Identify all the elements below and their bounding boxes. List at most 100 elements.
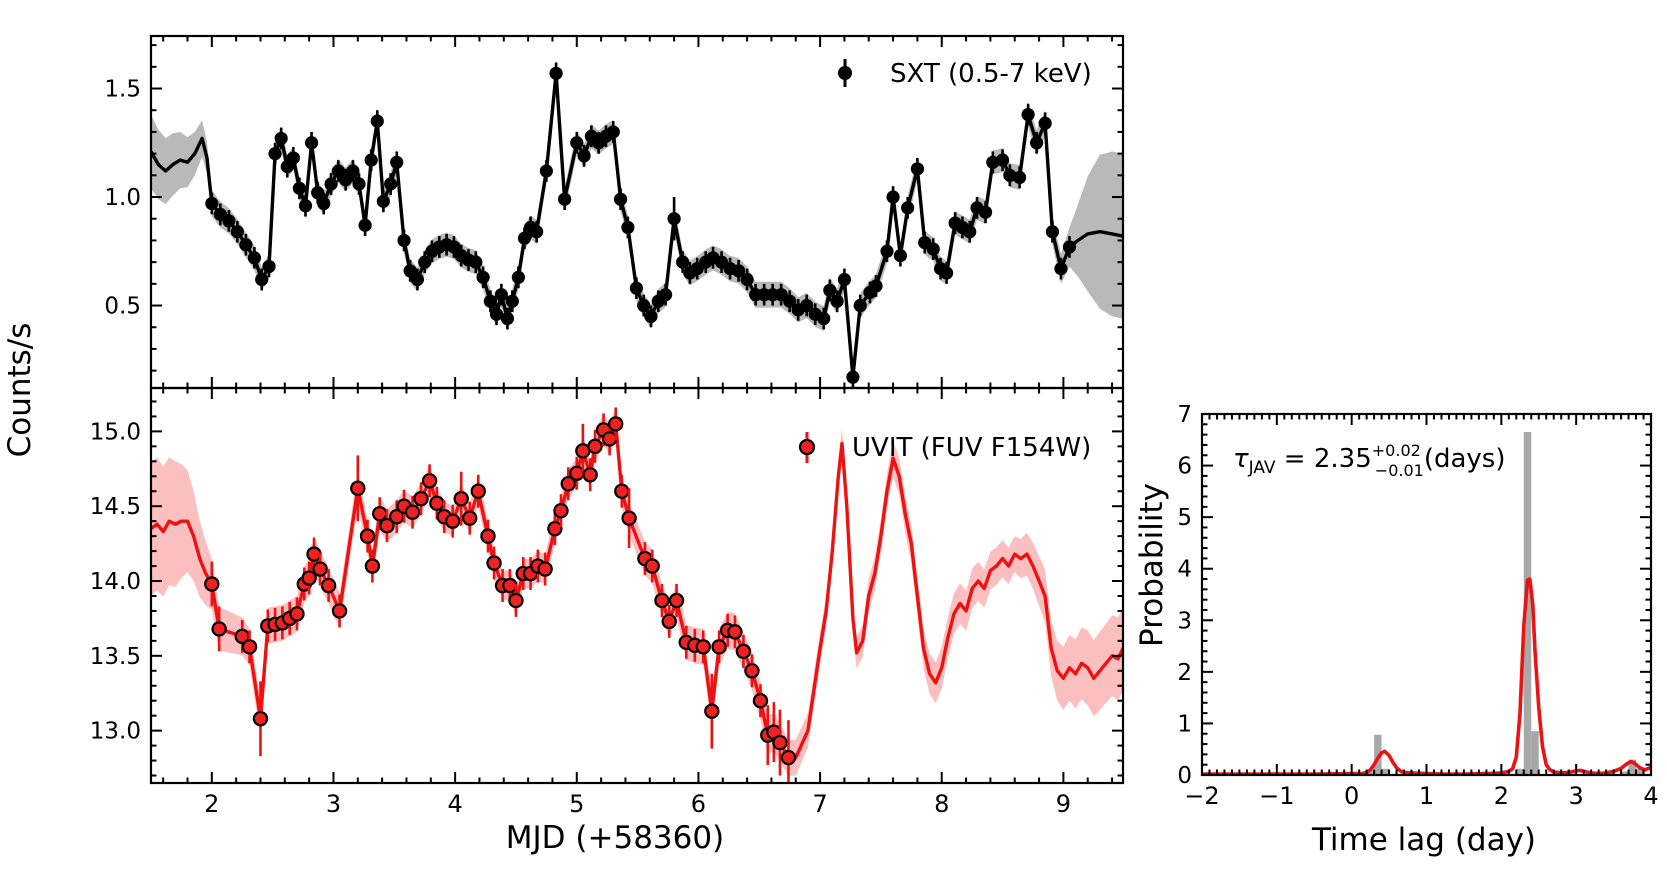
lag-distribution-panel: −2 −1 0 1 2 3 4 0 1 2 3 4 5 6 7	[1177, 402, 1658, 810]
sxt-lightcurve-point	[476, 270, 490, 284]
sxt-lightcurve-point	[286, 151, 300, 165]
sxt-lightcurve-ytick-label: 1.5	[104, 77, 141, 103]
sxt-lightcurve-point	[978, 205, 993, 219]
uvit-lightcurve-point	[601, 431, 618, 447]
lag-distribution-ytick-label: 5	[1177, 505, 1192, 531]
sxt-lightcurve-point	[901, 201, 915, 215]
sxt-lightcurve-ytick-label: 0.5	[104, 294, 141, 320]
uvit-lightcurve-point	[289, 606, 305, 622]
sxt-lightcurve-point	[995, 153, 1010, 167]
uvit-lightcurve-point	[301, 570, 317, 586]
panels: 0.51.01.52 3 4 5 6 7 8 913.013.514.014.515.0−2−…	[90, 34, 1659, 818]
sxt-lightcurve-point	[376, 194, 390, 208]
sxt-lightcurve-point	[606, 125, 620, 139]
sxt-lightcurve-point	[505, 294, 519, 308]
tau-annotation: τJAV = 2.35+0.02 −0.01(days)	[1233, 441, 1505, 480]
uvit-legend-marker-icon	[798, 438, 816, 456]
lag-distribution-hist-bar	[1621, 771, 1629, 775]
sxt-lightcurve-point	[346, 164, 360, 178]
lag-distribution-ytick-label: 6	[1177, 454, 1192, 480]
uvit-lightcurve-point	[379, 517, 395, 534]
uvit-lightcurve-point	[241, 639, 258, 655]
x-axis-label-mjd: MJD (+58360)	[506, 820, 724, 856]
sxt-lightcurve-point	[489, 307, 504, 321]
sxt-lightcurve-point	[397, 233, 411, 248]
sxt-lightcurve-model-line	[151, 71, 1123, 379]
uvit-lightcurve-point	[508, 592, 524, 609]
sxt-lightcurve-point	[676, 255, 690, 269]
sxt-lightcurve-panel: 0.5 1.0 1.5	[104, 34, 1125, 390]
sxt-lightcurve-uncertainty-band	[151, 61, 1123, 388]
sxt-lightcurve-point	[255, 272, 269, 287]
sxt-lightcurve-point	[667, 212, 681, 226]
sxt-lightcurve-point	[1038, 116, 1052, 130]
uvit-lightcurve-point	[429, 495, 445, 511]
tau-subscript: JAV	[1248, 458, 1276, 478]
sxt-lightcurve-point	[384, 177, 398, 191]
sxt-lightcurve-data-layer	[151, 61, 1123, 388]
sxt-lightcurve-point	[644, 309, 658, 323]
lag-distribution-xtick-label: −2	[1184, 782, 1219, 810]
uvit-lightcurve-point	[204, 576, 220, 592]
uvit-lightcurve-point	[359, 528, 376, 544]
sxt-lightcurve-point	[494, 288, 508, 302]
sxt-lightcurve-point	[613, 192, 628, 206]
sxt-lightcurve-point	[658, 288, 673, 302]
uvit-lightcurve-frame	[149, 386, 1125, 785]
uvit-lightcurve-point	[560, 476, 576, 492]
lag-distribution-hist-bar	[1516, 768, 1524, 775]
sxt-lightcurve-point	[317, 196, 331, 211]
sxt-lightcurve-point	[549, 66, 563, 80]
sxt-lightcurve-point	[886, 190, 900, 204]
uvit-lightcurve-xtick-label: 2	[204, 790, 219, 818]
uvit-lightcurve-data-layer	[151, 407, 1123, 783]
lag-distribution-ytick-label: 0	[1177, 763, 1192, 789]
lag-distribution-posterior-curve	[1202, 577, 1651, 775]
sxt-lightcurve-point	[370, 114, 384, 128]
sxt-legend-label: SXT (0.5-7 keV)	[890, 59, 1092, 89]
tau-lower-error: −0.01	[1375, 461, 1424, 480]
uvit-lightcurve-xtick-label: 4	[447, 790, 462, 818]
uvit-lightcurve-point	[404, 504, 421, 520]
uvit-lightcurve-ytick-label: 14.5	[90, 494, 141, 520]
sxt-lightcurve-point	[304, 136, 319, 150]
uvit-lightcurve-point	[470, 483, 486, 499]
uvit-lightcurve-point	[582, 467, 598, 483]
uvit-lightcurve-xtick-label: 8	[934, 790, 949, 818]
uvit-lightcurve-point	[312, 561, 328, 577]
sxt-lightcurve-point	[390, 155, 404, 169]
sxt-lightcurve-point	[830, 294, 844, 308]
uvit-lightcurve-point	[780, 749, 797, 766]
sxt-lightcurve-point	[268, 147, 282, 161]
lag-distribution-ytick-label: 2	[1177, 660, 1192, 686]
sxt-lightcurve-point	[469, 255, 483, 269]
tau-upper-error: +0.02	[1372, 441, 1421, 460]
uvit-lightcurve-ytick-label: 14.0	[90, 569, 141, 595]
uvit-legend-label: UVIT (FUV F154W)	[852, 433, 1091, 463]
lag-distribution-ytick-label: 1	[1177, 711, 1192, 737]
uvit-lightcurve-point	[744, 663, 760, 679]
lag-distribution-ytick-label: 4	[1177, 557, 1192, 583]
uvit-lightcurve-point	[462, 510, 478, 526]
y-axis-label-probability: Probability	[1134, 483, 1170, 647]
lag-distribution-hist-bar	[1636, 768, 1644, 775]
sxt-legend-marker-icon	[838, 66, 852, 80]
sxt-lightcurve-point	[517, 231, 532, 245]
sxt-lightcurve-point	[1054, 262, 1068, 276]
uvit-lightcurve-point	[421, 473, 438, 489]
sxt-lightcurve-point	[880, 244, 894, 258]
uvit-lightcurve-point	[661, 613, 677, 630]
sxt-lightcurve-point	[324, 177, 338, 191]
sxt-lightcurve-point	[1030, 136, 1044, 150]
sxt-lightcurve-point	[500, 311, 515, 326]
y-axis-label-counts: Counts/s	[2, 323, 38, 458]
sxt-lightcurve-point	[637, 298, 651, 313]
uvit-lightcurve-point	[614, 483, 630, 499]
sxt-lightcurve-point	[846, 370, 860, 384]
uvit-lightcurve-ytick-label: 15.0	[90, 419, 141, 445]
sxt-lightcurve-point	[205, 196, 219, 211]
sxt-lightcurve-point	[418, 255, 432, 269]
lag-distribution-hist-bar	[1381, 768, 1390, 775]
lag-distribution-xtick-label: −1	[1259, 782, 1294, 810]
